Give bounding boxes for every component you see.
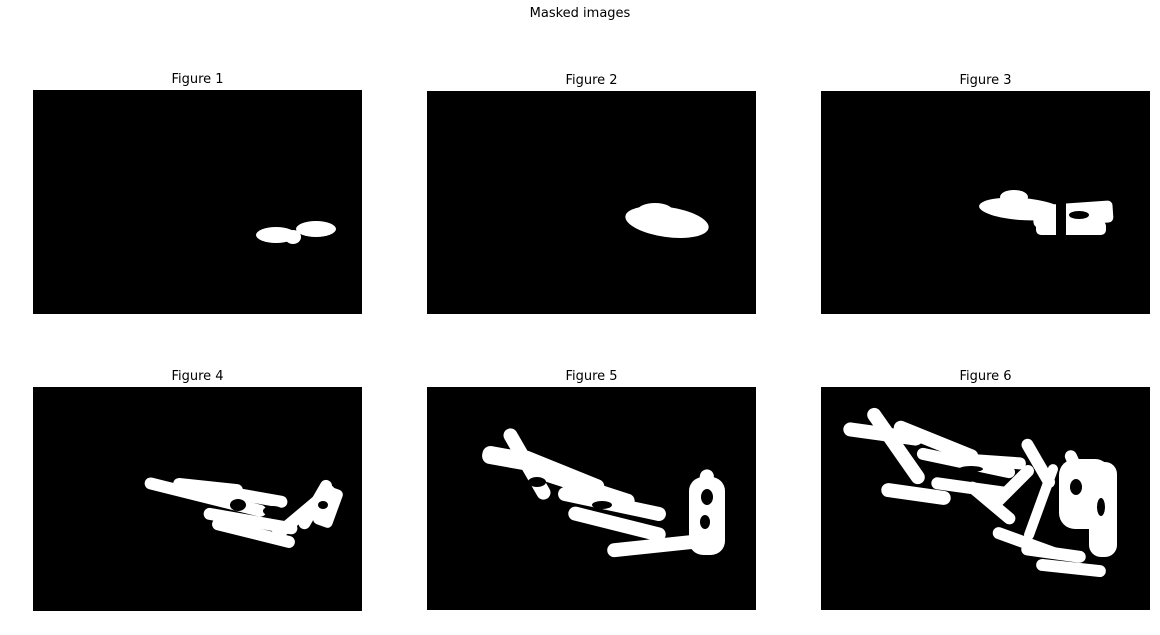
mask-blobs [843,407,1117,578]
mask-blobs [144,477,343,548]
panel-figure-2: Figure 2 [427,73,756,314]
mask-blobs [482,428,725,558]
mask-blobs [625,203,709,238]
panel-figure-5: Figure 5 [427,369,756,610]
masked-image [821,91,1150,314]
panel-figure-6: Figure 6 [821,369,1150,610]
panel-figure-1: Figure 1 [33,72,362,314]
panel-title: Figure 3 [959,73,1012,88]
figure-title: Masked images [529,6,631,21]
masked-image [33,387,362,611]
panel-title: Figure 5 [565,369,618,384]
masked-image [33,90,362,314]
panel-title: Figure 2 [565,73,618,88]
mask-blobs [256,221,336,244]
panel-title: Figure 1 [171,72,224,87]
panel-figure-4: Figure 4 [33,369,362,611]
panel-figure-3: Figure 3 [821,73,1150,314]
mask-blobs [979,190,1114,237]
masked-image [427,91,756,314]
masked-image [427,387,756,610]
panel-title: Figure 6 [959,369,1012,384]
panel-title: Figure 4 [171,369,224,384]
masked-image [821,387,1150,610]
